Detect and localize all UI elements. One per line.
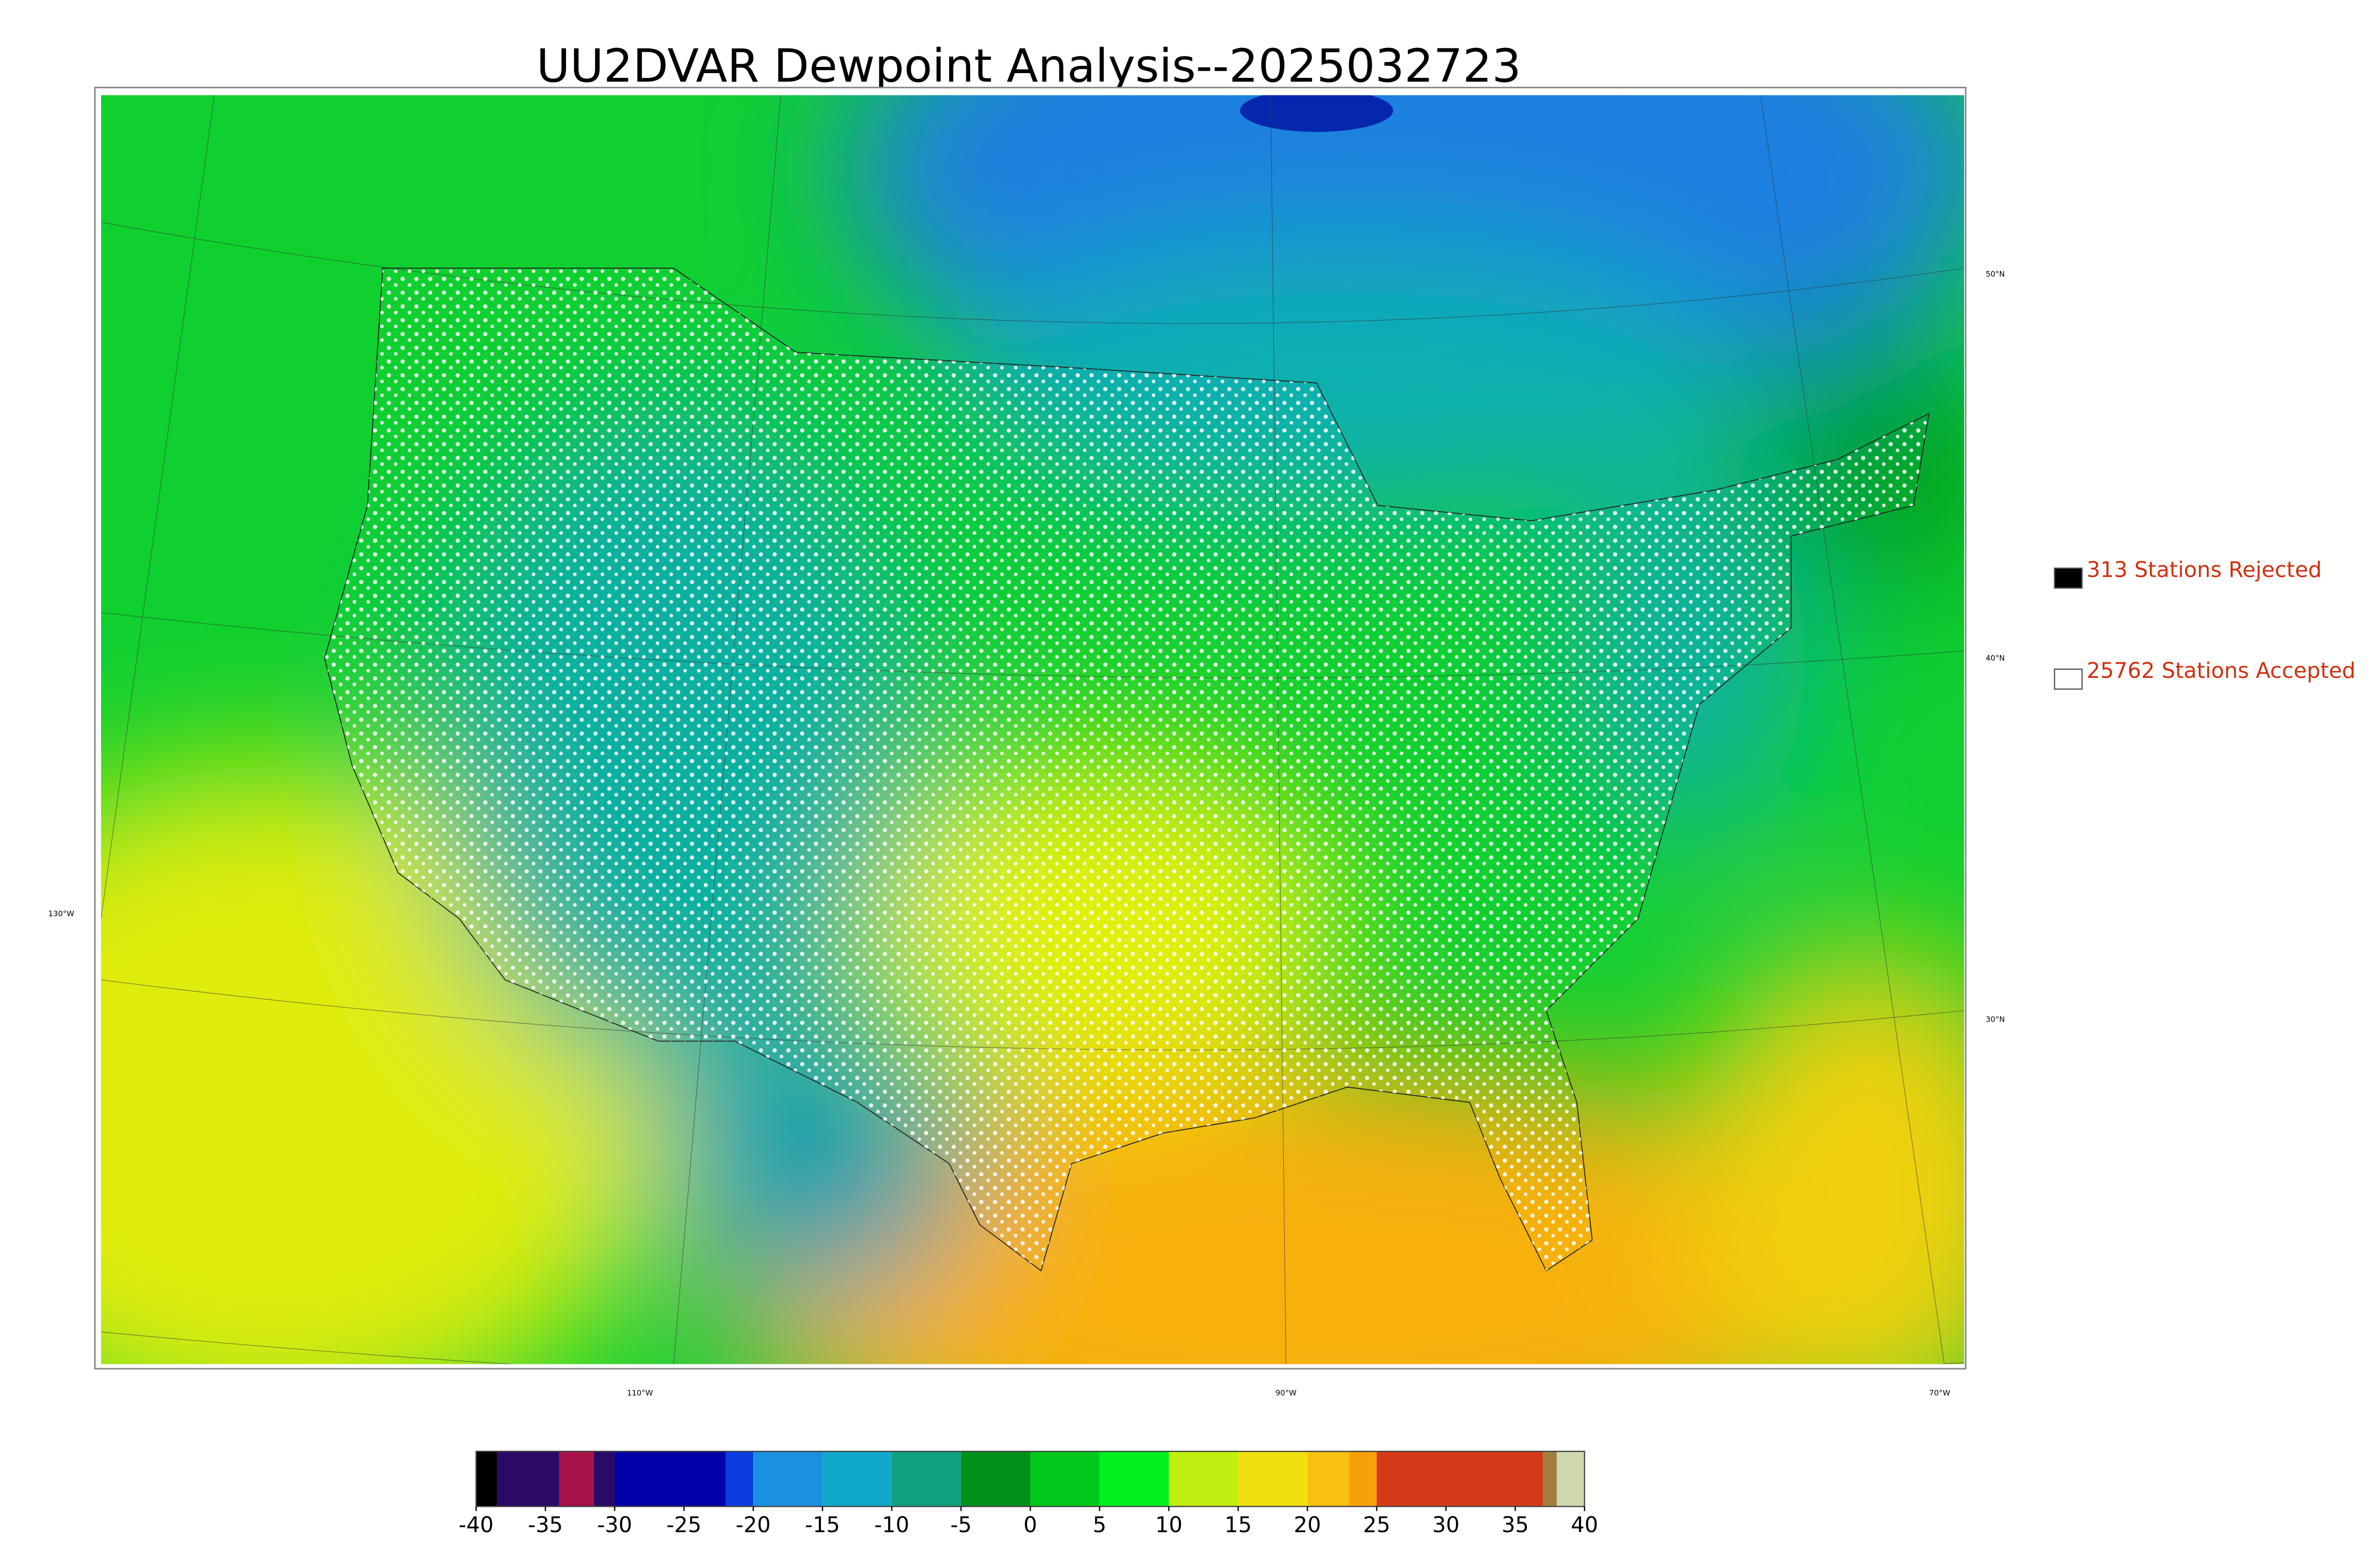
colorbar-tick-label: -40	[459, 1512, 494, 1537]
dewpoint-field	[101, 95, 1964, 1364]
colorbar-tick-label: 0	[1024, 1512, 1037, 1537]
colorbar-tick-label: -5	[951, 1512, 972, 1537]
colorbar-segment	[559, 1451, 594, 1507]
colorbar-segment	[614, 1451, 726, 1507]
colorbar-segment	[497, 1451, 559, 1507]
colorbar-segment	[822, 1451, 892, 1507]
colorbar-tick-label: -30	[597, 1512, 632, 1537]
colorbar-tick-label: -10	[874, 1512, 909, 1537]
lat-label: 50°N	[1986, 269, 2005, 278]
colorbar-segment	[725, 1451, 754, 1507]
colorbar-segment	[892, 1451, 961, 1507]
colorbar-segment	[961, 1451, 1030, 1507]
colorbar-tick-label: 30	[1432, 1512, 1460, 1537]
colorbar-segment	[1168, 1451, 1238, 1507]
colorbar-tick-label: 35	[1502, 1512, 1529, 1537]
colorbar-tick-label: 5	[1093, 1512, 1107, 1537]
lat-label: 40°N	[1986, 654, 2005, 663]
colorbar-segment	[1307, 1451, 1349, 1507]
legend-label: 313 Stations Rejected	[2087, 557, 2322, 582]
lat-label: 30°N	[1986, 1015, 2005, 1024]
legend-label: 25762 Stations Accepted	[2087, 658, 2355, 683]
colorbar-segment	[1376, 1451, 1543, 1507]
colorbar-tick-label: -35	[528, 1512, 563, 1537]
colorbar-segment	[1099, 1451, 1169, 1507]
colorbar-tick-label: -15	[805, 1512, 840, 1537]
colorbar-tick-label: 20	[1294, 1512, 1321, 1537]
legend: 313 Stations Rejected 25762 Stations Acce…	[2054, 557, 2355, 690]
colorbar-segment	[594, 1451, 615, 1507]
graticule-labels: 50°N 40°N 30°N 130°W 110°W 90°W 70°W	[48, 269, 2005, 1397]
colorbar-segment	[1349, 1451, 1377, 1507]
colorbar-segment	[1030, 1451, 1100, 1507]
title: UU2DVAR Dewpoint Analysis--2025032723	[537, 39, 1521, 93]
lon-label: 110°W	[627, 1388, 653, 1397]
colorbar-segment	[753, 1451, 823, 1507]
colorbar-tick-label: -25	[667, 1512, 702, 1537]
colorbar-tick-label: 10	[1155, 1512, 1182, 1537]
lon-label: 70°W	[1929, 1388, 1950, 1397]
colorbar-tick-label: 15	[1225, 1512, 1252, 1537]
legend-swatch	[2054, 668, 2083, 690]
colorbar: -40 -35 -30 -25 -20 -15 -10 -5 0 5 10 15 20 25 30 35 40	[459, 1451, 1598, 1537]
lon-label: 130°W	[48, 909, 75, 918]
colorbar-tick-label: -20	[736, 1512, 771, 1537]
colorbar-segment	[1543, 1451, 1557, 1507]
legend-swatch	[2054, 567, 2083, 589]
colorbar-tick-label: 25	[1363, 1512, 1390, 1537]
colorbar-segment	[476, 1451, 497, 1507]
colorbar-segment	[1556, 1451, 1585, 1507]
colorbar-segment	[1238, 1451, 1308, 1507]
lon-label: 90°W	[1275, 1388, 1297, 1397]
colorbar-tick-label: 40	[1571, 1512, 1598, 1537]
